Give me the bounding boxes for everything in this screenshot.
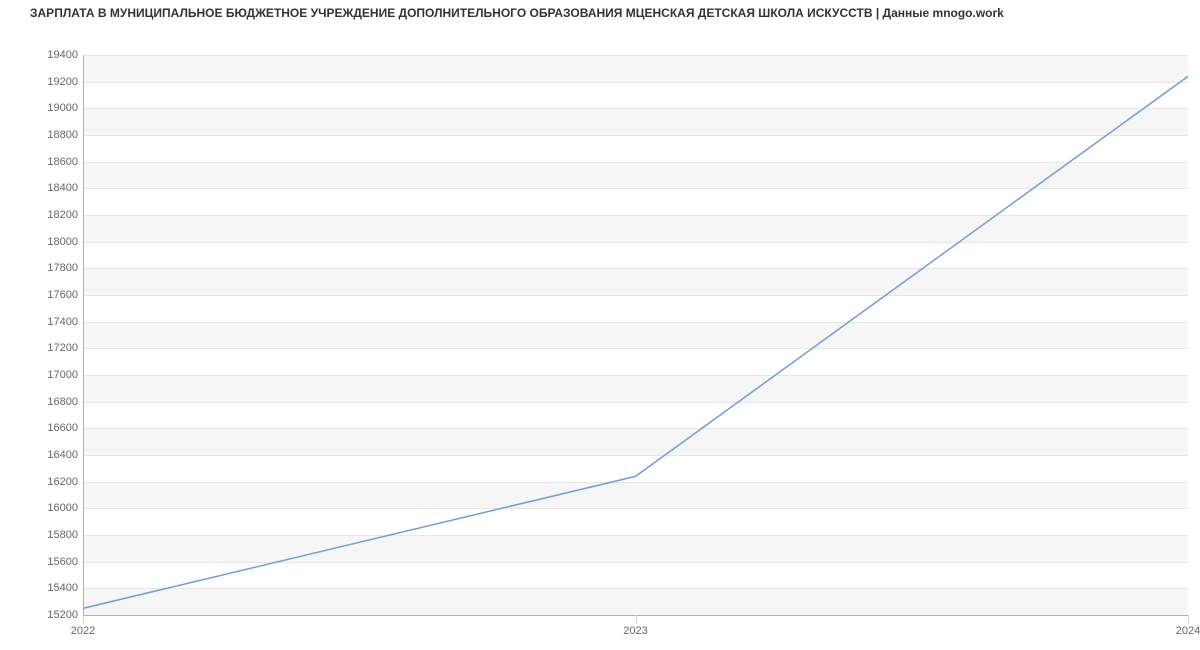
x-tick	[636, 615, 637, 623]
y-axis-label: 16400	[38, 449, 78, 461]
y-axis-label: 16000	[38, 502, 78, 514]
series-line	[83, 55, 1188, 615]
x-axis-label: 2024	[1176, 625, 1200, 637]
y-axis-label: 15600	[38, 556, 78, 568]
x-axis-label: 2023	[623, 625, 647, 637]
y-axis-label: 16800	[38, 396, 78, 408]
y-axis-label: 15800	[38, 529, 78, 541]
y-axis-label: 15400	[38, 582, 78, 594]
y-axis-label: 17800	[38, 262, 78, 274]
x-axis-label: 2022	[71, 625, 95, 637]
y-axis-label: 17600	[38, 289, 78, 301]
y-axis-label: 17000	[38, 369, 78, 381]
y-axis-label: 18000	[38, 236, 78, 248]
y-axis-label: 19200	[38, 76, 78, 88]
chart-title: ЗАРПЛАТА В МУНИЦИПАЛЬНОЕ БЮДЖЕТНОЕ УЧРЕЖ…	[30, 6, 1004, 20]
x-tick	[83, 615, 84, 623]
y-axis-label: 16600	[38, 422, 78, 434]
y-axis-label: 17400	[38, 316, 78, 328]
y-axis-label: 16200	[38, 476, 78, 488]
x-tick	[1188, 615, 1189, 623]
y-axis-label: 18600	[38, 156, 78, 168]
y-axis-label: 15200	[38, 609, 78, 621]
y-axis-label: 19000	[38, 102, 78, 114]
y-axis-label: 19400	[38, 49, 78, 61]
y-axis-label: 18800	[38, 129, 78, 141]
y-axis-label: 18200	[38, 209, 78, 221]
chart-container: ЗАРПЛАТА В МУНИЦИПАЛЬНОЕ БЮДЖЕТНОЕ УЧРЕЖ…	[0, 0, 1200, 650]
plot-area: 1520015400156001580016000162001640016600…	[83, 55, 1188, 615]
y-axis-label: 18400	[38, 182, 78, 194]
y-axis-label: 17200	[38, 342, 78, 354]
